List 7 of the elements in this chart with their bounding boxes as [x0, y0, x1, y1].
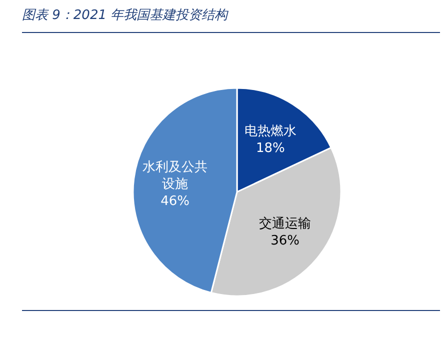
- slice-label: 交通运输: [259, 214, 312, 231]
- chart-title: 图表 9：2021 年我国基建投资结构: [22, 6, 440, 33]
- data-label: 36%: [270, 232, 300, 248]
- data-label: 18%: [256, 140, 285, 156]
- slice-label: 电热燃水: [244, 123, 296, 138]
- slice-label: 水利及公共设施: [142, 160, 208, 192]
- data-label: 46%: [160, 194, 190, 209]
